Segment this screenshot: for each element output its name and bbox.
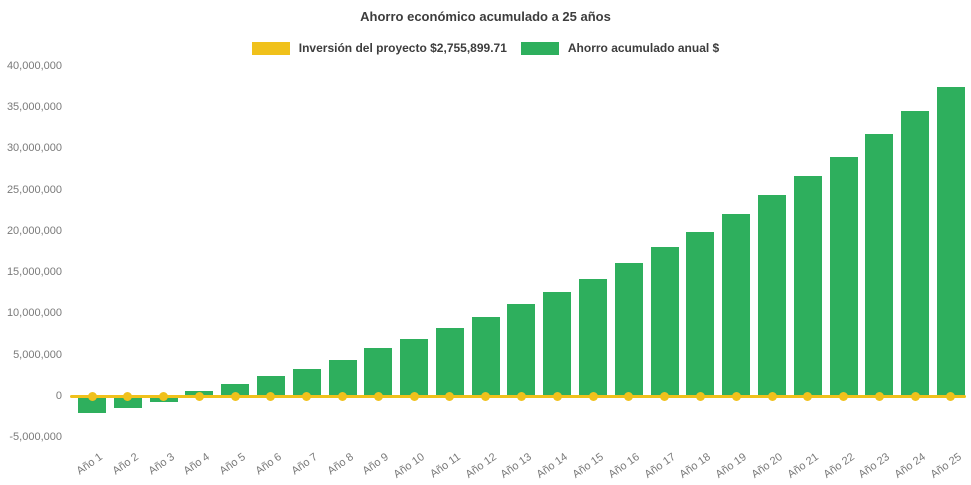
legend-swatch-savings-icon — [520, 41, 559, 55]
bar-año-2 — [113, 395, 142, 409]
investment-marker — [230, 391, 240, 401]
bar-año-17 — [650, 247, 679, 396]
investment-marker — [624, 391, 634, 401]
y-axis-tick-label: 10,000,000 — [6, 307, 62, 320]
investment-marker — [373, 391, 383, 401]
bar-año-24 — [901, 111, 930, 396]
y-axis-tick-label: 30,000,000 — [6, 142, 62, 155]
investment-marker — [159, 391, 169, 401]
bar-año-12 — [471, 316, 500, 396]
investment-marker — [445, 391, 455, 401]
y-axis-tick-label: 35,000,000 — [6, 101, 62, 114]
legend-label-savings: Ahorro acumulado anual $ — [567, 41, 720, 55]
investment-marker — [516, 391, 526, 401]
bar-año-15 — [579, 278, 608, 396]
bar-año-10 — [400, 338, 429, 396]
bar-año-9 — [364, 347, 393, 396]
investment-marker — [194, 391, 204, 401]
y-axis-tick-label: -5,000,000 — [9, 431, 62, 443]
bar-año-7 — [292, 368, 321, 396]
investment-marker — [552, 391, 562, 401]
investment-marker — [731, 391, 741, 401]
chart-title: Ahorro económico acumulado a 25 años — [360, 9, 611, 24]
investment-marker — [839, 391, 849, 401]
y-axis-tick-label: 15,000,000 — [6, 266, 62, 279]
bar-año-25 — [936, 87, 965, 396]
bar-año-5 — [221, 384, 250, 396]
legend-label-investment: Inversión del proyecto $2,755,899.71 — [298, 41, 507, 55]
y-axis-tick-label: 20,000,000 — [6, 224, 62, 237]
bar-año-20 — [758, 195, 786, 396]
legend-item-investment: Inversión del proyecto $2,755,899.71 — [251, 41, 507, 55]
y-axis-tick-label: 5,000,000 — [13, 348, 62, 361]
bar-año-6 — [256, 375, 285, 396]
bar-año-23 — [865, 134, 894, 396]
legend-item-savings: Ahorro acumulado anual $ — [520, 41, 720, 55]
investment-marker — [874, 391, 884, 401]
bar-año-22 — [829, 156, 858, 396]
bar-año-13 — [507, 304, 536, 396]
investment-marker — [910, 391, 920, 401]
bar-año-19 — [722, 214, 751, 396]
bar-año-1 — [78, 395, 106, 414]
bar-año-16 — [614, 263, 643, 396]
bar-año-8 — [328, 359, 357, 396]
investment-marker — [767, 391, 777, 401]
investment-marker — [123, 391, 133, 401]
investment-marker — [946, 391, 956, 401]
bar-año-11 — [435, 327, 464, 396]
y-axis-tick-label: 25,000,000 — [6, 183, 62, 196]
investment-marker — [409, 391, 419, 401]
bar-año-21 — [793, 176, 822, 396]
investment-marker — [87, 391, 97, 401]
y-axis-tick-label: 0 — [55, 389, 62, 402]
bar-año-18 — [686, 231, 715, 396]
investment-marker — [481, 391, 491, 401]
investment-marker — [588, 391, 598, 401]
legend-swatch-investment-icon — [251, 41, 290, 55]
investment-marker — [266, 391, 276, 401]
investment-marker — [660, 391, 670, 401]
investment-marker — [803, 391, 813, 401]
investment-marker — [695, 391, 705, 401]
legend: Inversión del proyecto $2,755,899.71 Aho… — [0, 41, 971, 55]
investment-marker — [338, 391, 348, 401]
investment-marker — [302, 391, 312, 401]
bar-año-14 — [543, 291, 572, 396]
y-axis-tick-label: 40,000,000 — [6, 60, 62, 72]
